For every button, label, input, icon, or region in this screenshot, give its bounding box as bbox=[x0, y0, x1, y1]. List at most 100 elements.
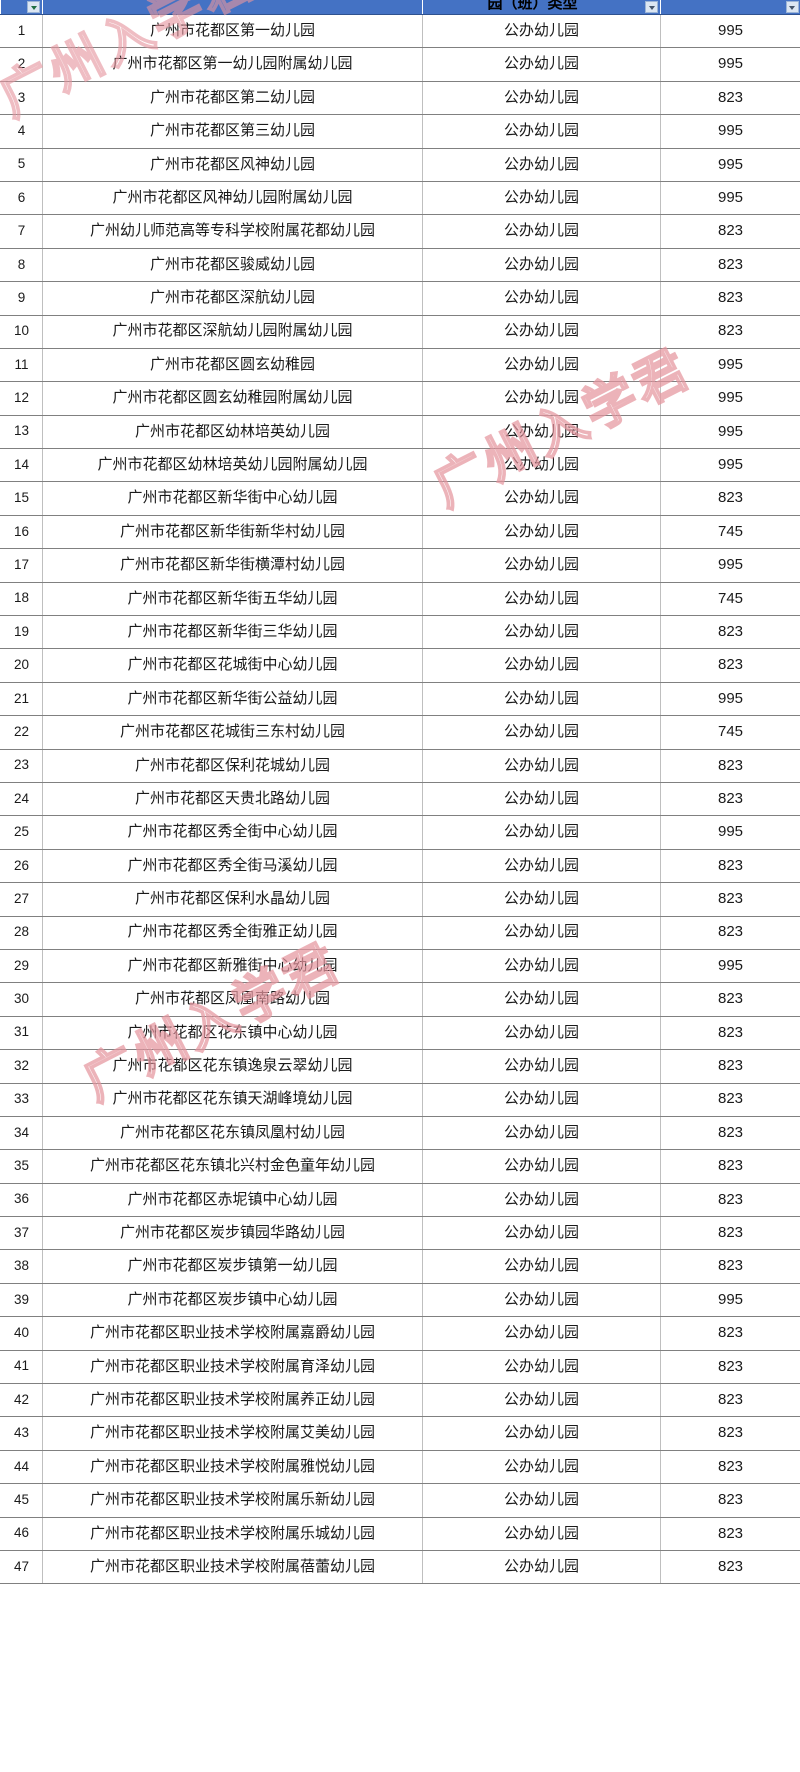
row-school-type[interactable]: 公办幼儿园 bbox=[422, 347, 661, 383]
row-school-type[interactable]: 公办幼儿园 bbox=[422, 748, 661, 783]
row-index[interactable]: 21 bbox=[0, 681, 43, 717]
row-school-name[interactable]: 广州市花都区第一幼儿园附属幼儿园 bbox=[42, 47, 423, 82]
row-school-name[interactable]: 广州市花都区职业技术学校附属雅悦幼儿园 bbox=[42, 1449, 423, 1485]
row-value[interactable]: 823 bbox=[660, 781, 800, 817]
row-school-name[interactable]: 广州市花都区幼林培英幼儿园附属幼儿园 bbox=[42, 448, 423, 483]
row-value[interactable]: 995 bbox=[660, 180, 800, 216]
row-index[interactable]: 41 bbox=[0, 1349, 43, 1385]
row-school-type[interactable]: 公办幼儿园 bbox=[422, 80, 661, 116]
row-school-name[interactable]: 广州市花都区保利花城幼儿园 bbox=[42, 748, 423, 783]
row-index[interactable]: 45 bbox=[0, 1483, 43, 1518]
row-school-name[interactable]: 广州市花都区骏威幼儿园 bbox=[42, 247, 423, 283]
row-school-type[interactable]: 公办幼儿园 bbox=[422, 882, 661, 917]
row-school-type[interactable]: 公办幼儿园 bbox=[422, 1483, 661, 1518]
row-school-type[interactable]: 公办幼儿园 bbox=[422, 581, 661, 617]
row-value[interactable]: 823 bbox=[660, 214, 800, 249]
row-value[interactable]: 823 bbox=[660, 1182, 800, 1218]
row-school-type[interactable]: 公办幼儿园 bbox=[422, 948, 661, 984]
row-school-name[interactable]: 广州市花都区保利水晶幼儿园 bbox=[42, 882, 423, 917]
row-school-type[interactable]: 公办幼儿园 bbox=[422, 481, 661, 516]
row-value[interactable]: 823 bbox=[660, 882, 800, 917]
row-school-name[interactable]: 广州市花都区风神幼儿园附属幼儿园 bbox=[42, 180, 423, 216]
row-school-name[interactable]: 广州市花都区凤凰南路幼儿园 bbox=[42, 982, 423, 1017]
row-value[interactable]: 823 bbox=[660, 314, 800, 349]
row-school-name[interactable]: 广州市花都区深航幼儿园 bbox=[42, 281, 423, 316]
row-school-name[interactable]: 广州市花都区新华街公益幼儿园 bbox=[42, 681, 423, 717]
row-school-type[interactable]: 公办幼儿园 bbox=[422, 247, 661, 283]
row-school-name[interactable]: 广州市花都区花东镇凤凰村幼儿园 bbox=[42, 1115, 423, 1151]
row-school-name[interactable]: 广州市花都区花城街中心幼儿园 bbox=[42, 648, 423, 683]
row-index[interactable]: 46 bbox=[0, 1516, 43, 1551]
row-value[interactable]: 995 bbox=[660, 681, 800, 717]
row-value[interactable]: 995 bbox=[660, 815, 800, 850]
row-value[interactable]: 823 bbox=[660, 1349, 800, 1385]
row-value[interactable]: 823 bbox=[660, 80, 800, 116]
row-school-name[interactable]: 广州市花都区花城街三东村幼儿园 bbox=[42, 715, 423, 750]
row-school-type[interactable]: 公办幼儿园 bbox=[422, 815, 661, 850]
row-school-name[interactable]: 广州市花都区花东镇逸泉云翠幼儿园 bbox=[42, 1049, 423, 1084]
row-value[interactable]: 745 bbox=[660, 715, 800, 750]
row-index[interactable]: 24 bbox=[0, 781, 43, 817]
row-school-name[interactable]: 广州市花都区职业技术学校附属乐新幼儿园 bbox=[42, 1483, 423, 1518]
row-value[interactable]: 823 bbox=[660, 915, 800, 950]
row-index[interactable]: 39 bbox=[0, 1282, 43, 1318]
row-index[interactable]: 23 bbox=[0, 748, 43, 783]
row-school-name[interactable]: 广州市花都区炭步镇中心幼儿园 bbox=[42, 1282, 423, 1318]
row-index[interactable]: 38 bbox=[0, 1249, 43, 1284]
row-school-name[interactable]: 广州市花都区赤坭镇中心幼儿园 bbox=[42, 1182, 423, 1218]
row-school-type[interactable]: 公办幼儿园 bbox=[422, 1049, 661, 1084]
row-value[interactable]: 995 bbox=[660, 548, 800, 583]
row-value[interactable]: 823 bbox=[660, 1383, 800, 1418]
row-index[interactable]: 31 bbox=[0, 1015, 43, 1051]
row-school-name[interactable]: 广州市花都区职业技术学校附属艾美幼儿园 bbox=[42, 1416, 423, 1451]
row-school-type[interactable]: 公办幼儿园 bbox=[422, 1516, 661, 1551]
row-index[interactable]: 47 bbox=[0, 1549, 43, 1585]
row-index[interactable]: 9 bbox=[0, 281, 43, 316]
row-index[interactable]: 28 bbox=[0, 915, 43, 950]
row-index[interactable]: 25 bbox=[0, 815, 43, 850]
row-index[interactable]: 43 bbox=[0, 1416, 43, 1451]
row-school-name[interactable]: 广州市花都区花东镇中心幼儿园 bbox=[42, 1015, 423, 1051]
row-school-name[interactable]: 广州市花都区深航幼儿园附属幼儿园 bbox=[42, 314, 423, 349]
row-index[interactable]: 13 bbox=[0, 414, 43, 450]
row-index[interactable]: 8 bbox=[0, 247, 43, 283]
row-value[interactable]: 823 bbox=[660, 648, 800, 683]
row-school-name[interactable]: 广州市花都区职业技术学校附属养正幼儿园 bbox=[42, 1383, 423, 1418]
row-school-type[interactable]: 公办幼儿园 bbox=[422, 1015, 661, 1051]
row-index[interactable]: 11 bbox=[0, 347, 43, 383]
row-index[interactable]: 42 bbox=[0, 1383, 43, 1418]
row-value[interactable]: 823 bbox=[660, 1449, 800, 1485]
row-school-name[interactable]: 广州市花都区花东镇天湖峰境幼儿园 bbox=[42, 1082, 423, 1117]
row-index[interactable]: 17 bbox=[0, 548, 43, 583]
row-school-type[interactable]: 公办幼儿园 bbox=[422, 1549, 661, 1585]
row-value[interactable]: 823 bbox=[660, 1416, 800, 1451]
row-index[interactable]: 40 bbox=[0, 1316, 43, 1351]
row-index[interactable]: 3 bbox=[0, 80, 43, 116]
row-school-type[interactable]: 公办幼儿园 bbox=[422, 681, 661, 717]
row-school-name[interactable]: 广州市花都区炭步镇第一幼儿园 bbox=[42, 1249, 423, 1284]
row-school-type[interactable]: 公办幼儿园 bbox=[422, 1115, 661, 1151]
row-index[interactable]: 44 bbox=[0, 1449, 43, 1485]
row-school-name[interactable]: 广州市花都区新华街中心幼儿园 bbox=[42, 481, 423, 516]
filter-dropdown-value[interactable] bbox=[785, 1, 799, 13]
column-header-value[interactable] bbox=[660, 0, 800, 15]
row-value[interactable]: 823 bbox=[660, 982, 800, 1017]
row-school-type[interactable]: 公办幼儿园 bbox=[422, 1449, 661, 1485]
row-value[interactable]: 823 bbox=[660, 1082, 800, 1117]
row-value[interactable]: 823 bbox=[660, 1516, 800, 1551]
row-school-type[interactable]: 公办幼儿园 bbox=[422, 47, 661, 82]
row-school-type[interactable]: 公办幼儿园 bbox=[422, 1216, 661, 1251]
row-school-name[interactable]: 广州市花都区第三幼儿园 bbox=[42, 114, 423, 149]
row-school-type[interactable]: 公办幼儿园 bbox=[422, 915, 661, 950]
row-school-type[interactable]: 公办幼儿园 bbox=[422, 214, 661, 249]
row-school-type[interactable]: 公办幼儿园 bbox=[422, 648, 661, 683]
row-index[interactable]: 5 bbox=[0, 147, 43, 182]
row-value[interactable]: 995 bbox=[660, 414, 800, 450]
row-school-name[interactable]: 广州市花都区第二幼儿园 bbox=[42, 80, 423, 116]
row-value[interactable]: 823 bbox=[660, 1049, 800, 1084]
row-index[interactable]: 34 bbox=[0, 1115, 43, 1151]
row-school-type[interactable]: 公办幼儿园 bbox=[422, 114, 661, 149]
row-school-name[interactable]: 广州市花都区秀全街中心幼儿园 bbox=[42, 815, 423, 850]
row-school-type[interactable]: 公办幼儿园 bbox=[422, 781, 661, 817]
column-header-index[interactable] bbox=[0, 0, 43, 15]
